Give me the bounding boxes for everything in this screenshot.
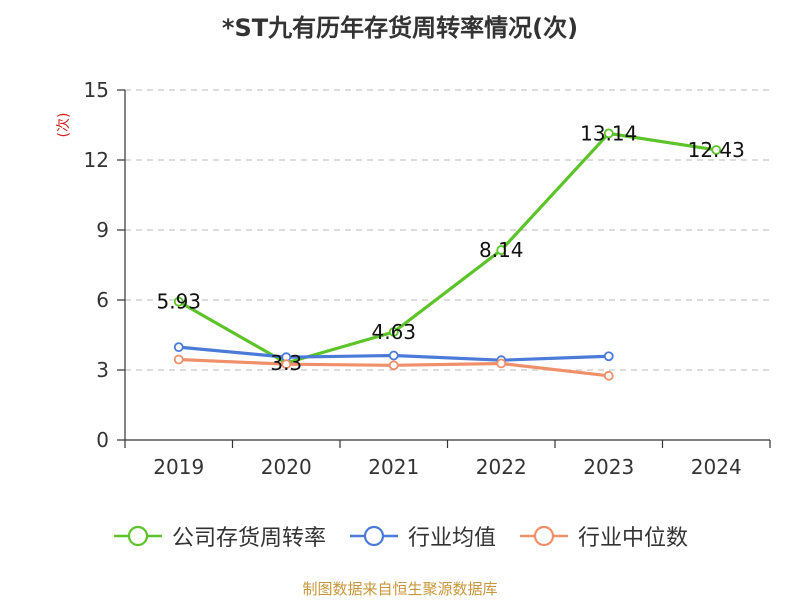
data-label: 3.3 (270, 351, 302, 375)
x-tick-label: 2021 (368, 455, 419, 479)
data-point (496, 245, 507, 255)
legend-swatch-icon (113, 525, 162, 547)
legend-item[interactable]: 行业中位数 (518, 520, 688, 552)
series-lines (173, 128, 722, 381)
y-tick-label: 0 (96, 428, 109, 452)
legend-label: 行业均值 (407, 526, 496, 551)
data-point (603, 128, 614, 139)
data-point (711, 145, 722, 155)
x-tick-label: 2019 (153, 455, 204, 479)
data-point (388, 360, 399, 371)
y-tick-label: 3 (96, 358, 109, 382)
data-point (603, 370, 614, 381)
data-point (603, 351, 614, 362)
legend-item[interactable]: 行业均值 (348, 520, 496, 552)
data-label: 4.63 (371, 320, 416, 344)
source-note: 制图数据来自恒生聚源数据库 (302, 580, 498, 598)
legend-swatch-marker (363, 525, 385, 547)
series-line-0 (177, 131, 717, 365)
legend-swatch-marker (127, 525, 149, 547)
legend-swatch-icon (349, 525, 398, 547)
legend-swatch-icon (520, 525, 568, 547)
data-label: 12.43 (688, 138, 745, 162)
data-point (281, 359, 292, 370)
x-tick-label: 2022 (476, 455, 527, 479)
y-tick-label: 6 (96, 288, 109, 312)
x-tick-label: 2023 (583, 455, 634, 479)
legend-label: 公司存货周转率 (171, 526, 326, 551)
legend-item[interactable]: 公司存货周转率 (112, 520, 326, 552)
legend-swatch-marker (533, 525, 555, 547)
axes: 0 3 6 9 12 15 2019 2020 2021 2022 2023 2024 (次) (56, 78, 771, 479)
data-point (496, 358, 507, 369)
data-label: 5.93 (156, 290, 201, 314)
data-labels: 5.93 3.3 4.63 8.14 13.14 12.43 (156, 121, 744, 375)
legend: 公司存货周转率 行业均值 行业中位数 (0, 520, 800, 552)
x-tick-label: 2020 (261, 455, 312, 479)
y-axis-label: (次) (56, 113, 72, 138)
data-point (173, 296, 184, 307)
chart-title: *ST九有历年存货周转率情况(次) (221, 14, 579, 42)
data-label: 8.14 (479, 238, 524, 262)
data-point (173, 354, 184, 365)
y-tick-label: 12 (84, 148, 109, 172)
data-point (173, 342, 184, 353)
y-tick-label: 9 (96, 218, 109, 242)
y-tick-label: 15 (84, 78, 109, 102)
x-tick-label: 2024 (691, 455, 742, 479)
data-point (388, 327, 399, 337)
gridlines (125, 89, 770, 371)
legend-label: 行业中位数 (578, 526, 689, 551)
data-point (388, 350, 399, 361)
data-label: 13.14 (580, 121, 637, 145)
